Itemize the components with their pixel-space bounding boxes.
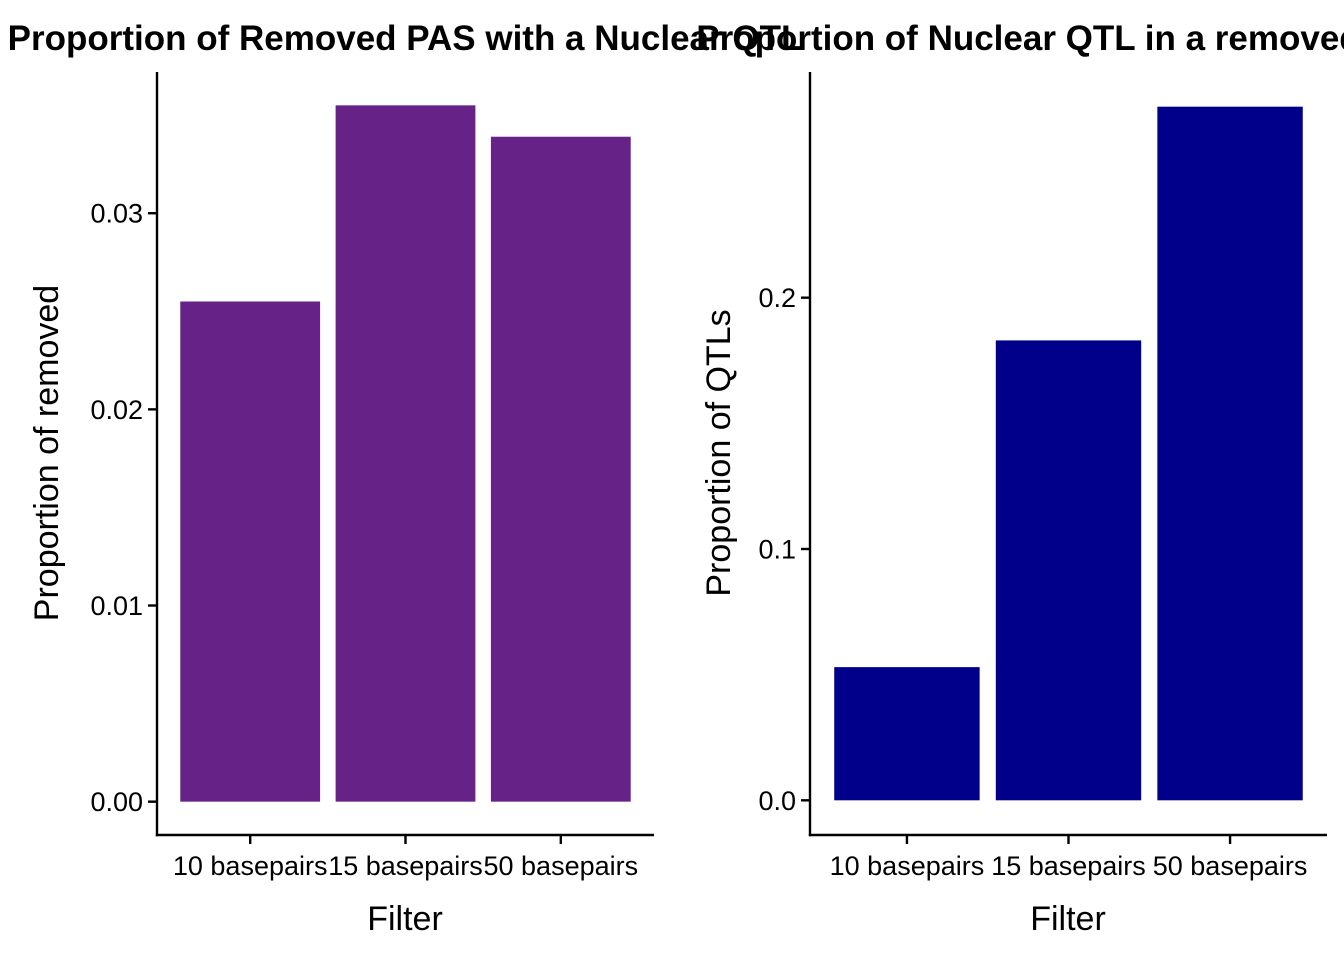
left-y-tick-label: 0.01 xyxy=(90,591,143,621)
right-bar-1 xyxy=(834,667,980,801)
left-chart-title: Proportion of Removed PAS with a Nuclear… xyxy=(8,19,803,58)
right-chart-title: Proportion of Nuclear QTL in a removed P… xyxy=(696,19,1344,58)
right-y-axis-label: Proportion of QTLs xyxy=(700,309,738,596)
right-x-tick-label: 10 basepairs xyxy=(830,851,985,881)
left-y-tick-label: 0.02 xyxy=(90,395,143,425)
left-x-tick-label: 50 basepairs xyxy=(484,851,639,881)
right-axes-group: 0.0 0.1 0.2 10 basepairs 15 basepairs 50 base… xyxy=(758,72,1327,881)
right-bar-3 xyxy=(1157,106,1303,801)
left-bars-group xyxy=(180,105,631,802)
right-bars-group xyxy=(834,106,1303,801)
left-bar-3 xyxy=(490,136,631,802)
left-x-axis-label: Filter xyxy=(367,900,443,938)
left-axes-group: 0.00 0.01 0.02 0.03 10 basepairs 15 basepairs… xyxy=(90,72,654,881)
right-chart-panel: Proportion of Nuclear QTL in a removed P… xyxy=(696,19,1344,938)
left-y-tick-label: 0.03 xyxy=(90,199,143,229)
left-x-tick-label: 10 basepairs xyxy=(173,851,328,881)
right-bar-2 xyxy=(995,340,1142,801)
left-chart-panel: Proportion of Removed PAS with a Nuclear… xyxy=(8,19,803,938)
left-y-tick-label: 0.00 xyxy=(90,787,143,817)
left-bar-1 xyxy=(180,301,321,802)
right-x-tick-label: 50 basepairs xyxy=(1153,851,1308,881)
left-bar-2 xyxy=(335,105,476,802)
right-y-tick-label: 0.2 xyxy=(758,283,796,313)
left-y-axis-label: Proportion of removed xyxy=(28,285,66,621)
right-x-tick-label: 15 basepairs xyxy=(991,851,1146,881)
left-x-tick-label: 15 basepairs xyxy=(328,851,483,881)
right-y-tick-label: 0.0 xyxy=(758,786,796,816)
right-x-axis-label: Filter xyxy=(1030,900,1106,938)
right-y-tick-label: 0.1 xyxy=(758,535,796,565)
